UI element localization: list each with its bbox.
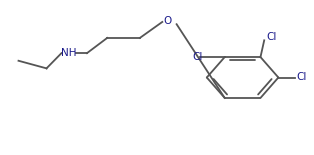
Text: Cl: Cl (266, 32, 276, 42)
Text: NH: NH (61, 48, 76, 58)
Text: Cl: Cl (296, 73, 307, 82)
Text: O: O (164, 16, 172, 26)
Text: Cl: Cl (192, 52, 203, 62)
